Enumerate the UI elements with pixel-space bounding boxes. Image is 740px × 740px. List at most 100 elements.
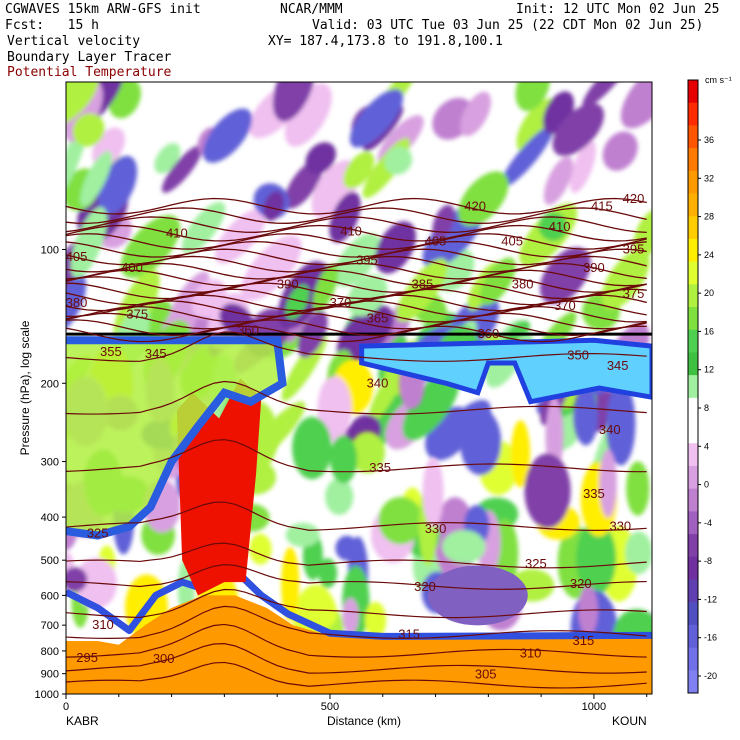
colorbar-swatch xyxy=(688,352,698,376)
wave-cell xyxy=(203,108,253,163)
theta-contour-label: 295 xyxy=(76,650,98,665)
colorbar-swatch xyxy=(688,329,698,353)
wave-cell xyxy=(606,382,636,466)
colorbar-swatch xyxy=(688,511,698,535)
endpoint-right: KOUN xyxy=(612,714,647,728)
x-axis-label: Distance (km) xyxy=(327,714,401,728)
theta-contour-label: 300 xyxy=(153,651,175,666)
colorbar-tick-label: 20 xyxy=(704,288,714,298)
theta-contour xyxy=(66,305,647,323)
theta-contour-label: 315 xyxy=(573,633,595,648)
theta-contour xyxy=(66,588,647,619)
wave-cell xyxy=(312,263,339,312)
theta-contour xyxy=(66,439,647,473)
theta-contour-label: 375 xyxy=(126,306,148,321)
theta-contour-label: 335 xyxy=(369,460,391,475)
wave-cell xyxy=(402,370,460,441)
theta-contour xyxy=(66,262,647,280)
colorbar-swatch xyxy=(688,624,698,649)
theta-contour-label: 350 xyxy=(567,347,589,362)
wave-cell xyxy=(432,204,455,240)
theta-contours: 420 420 415 410 410 410 405 405 405 400 395 395 390 3… xyxy=(66,191,647,689)
colorbar-unit: cm s⁻¹ xyxy=(705,75,732,85)
colorbar-tick-label: -12 xyxy=(704,594,717,604)
colorbar-swatch xyxy=(688,80,698,104)
wave-cell xyxy=(633,209,652,259)
theta-contour-label: 390 xyxy=(583,260,605,275)
wave-cell xyxy=(524,453,571,529)
wave-cell xyxy=(70,206,108,279)
colorbar-swatch xyxy=(688,238,698,263)
wave-cell xyxy=(219,303,254,338)
theta-contour-label: 320 xyxy=(570,576,592,591)
y-tick-label: 100 xyxy=(41,244,59,256)
wave-cell xyxy=(285,522,320,548)
theta-contour-label: 315 xyxy=(398,627,420,642)
wave-cell xyxy=(240,235,302,301)
colorbar-tick-label: -8 xyxy=(704,556,712,566)
colorbar-swatch xyxy=(688,148,698,172)
wave-cell xyxy=(543,156,573,205)
theta-contour-label: 420 xyxy=(464,198,486,213)
theta-contour xyxy=(66,233,647,250)
x-axis: 0 500 1000 xyxy=(63,694,648,713)
y-tick-label: 200 xyxy=(41,378,59,390)
colorbar-tick-label: -16 xyxy=(704,633,717,643)
theta-contour xyxy=(66,224,647,242)
colorbar-swatch xyxy=(688,465,698,490)
colorbar-swatch xyxy=(688,443,698,467)
wave-cell xyxy=(342,597,359,635)
wave-cell xyxy=(263,191,284,221)
theta-contour-label: 365 xyxy=(367,311,389,326)
wave-cell xyxy=(459,408,502,476)
y-tick-label: 1000 xyxy=(35,689,59,701)
wave-cell xyxy=(368,360,406,423)
valid-time: Valid: 03 UTC Tue 03 Jun 25 (22 CDT Mon … xyxy=(312,18,704,33)
downdraft-cell xyxy=(427,565,528,626)
wave-cell xyxy=(272,82,316,122)
wave-cell xyxy=(599,449,617,518)
colorbar-swatch xyxy=(688,193,698,217)
colorbar-swatch xyxy=(688,261,698,285)
theta-contour-label: 320 xyxy=(414,579,436,594)
colorbar-swatch xyxy=(688,556,698,580)
theta-contour xyxy=(66,661,647,689)
theta-contour xyxy=(66,312,647,330)
field-boundary-layer-tracer: Boundary Layer Tracer xyxy=(7,50,172,65)
theta-contour-label: 395 xyxy=(623,241,645,256)
wave-cell xyxy=(335,535,359,561)
field-vertical-velocity: Vertical velocity xyxy=(7,34,141,49)
wave-cell xyxy=(384,146,413,175)
wave-cell xyxy=(422,457,444,528)
colorbar-swatch xyxy=(688,397,698,422)
colorbar-tick-label: 4 xyxy=(704,441,709,451)
theta-contour-label: 405 xyxy=(501,234,523,249)
theta-contour-label: 380 xyxy=(66,295,88,310)
colorbar-swatch xyxy=(688,125,698,149)
tracer-edge xyxy=(66,336,287,540)
theta-contour-label: 310 xyxy=(520,645,542,660)
wave-cell xyxy=(249,533,272,565)
colorbar-frame xyxy=(687,79,699,694)
theta-contour-label: 420 xyxy=(623,191,645,206)
wave-cell xyxy=(620,82,652,129)
colorbar-tick-label: -20 xyxy=(704,671,717,681)
wave-cell xyxy=(284,83,332,147)
theta-contour xyxy=(66,643,647,674)
wave-cell xyxy=(161,145,203,193)
wave-cell xyxy=(66,83,86,111)
wave-cell xyxy=(573,386,599,446)
colorbar-tick-label: 0 xyxy=(704,480,709,490)
wave-cell xyxy=(375,221,417,274)
wave-cell xyxy=(120,215,181,278)
theta-contour-label: 390 xyxy=(277,277,299,292)
wave-cell xyxy=(602,131,638,171)
colorbar-swatch xyxy=(688,579,698,603)
colorbar-tick-label: 32 xyxy=(704,173,714,183)
theta-contour xyxy=(66,276,647,293)
plot-frame xyxy=(65,81,653,695)
theta-contour-label: 415 xyxy=(591,198,613,213)
wave-cell xyxy=(292,416,332,480)
theta-contour xyxy=(66,240,647,258)
wave-cell xyxy=(378,496,423,545)
